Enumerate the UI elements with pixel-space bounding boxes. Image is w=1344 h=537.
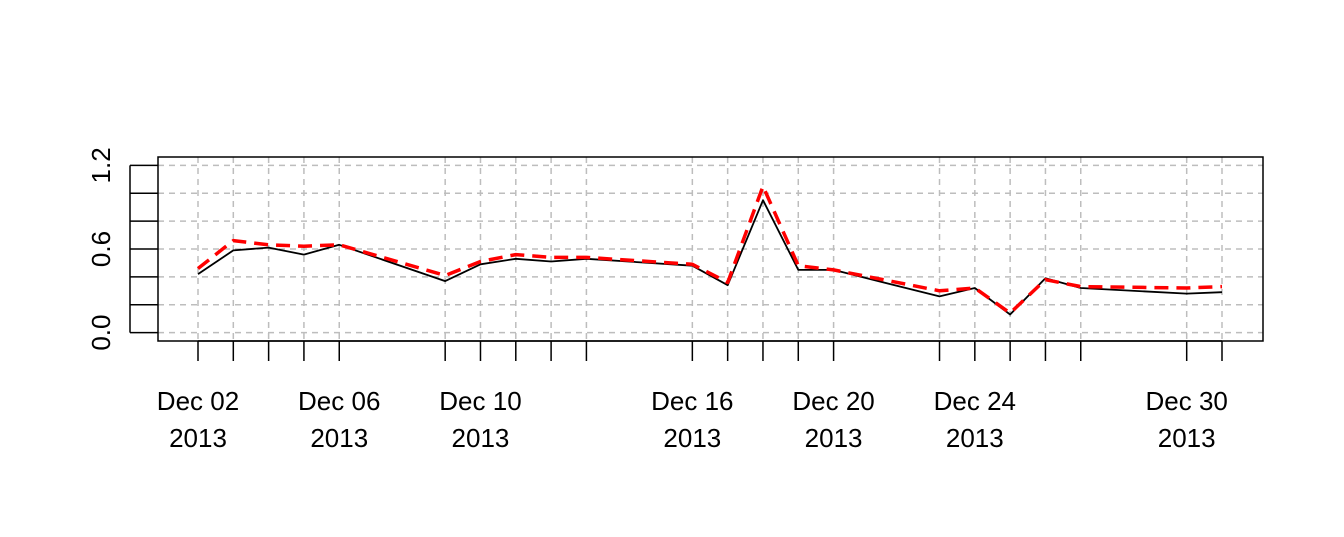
series-lines [196,184,1223,316]
x-tick-label-year: 2013 [1158,423,1216,453]
y-tick-label: 0.6 [86,231,116,267]
x-tick-label-date: Dec 16 [651,386,733,416]
x-tick-label-year: 2013 [805,423,863,453]
y-tick-label: 1.2 [86,147,116,183]
x-tick-label-year: 2013 [946,423,1004,453]
x-tick-label-date: Dec 20 [792,386,874,416]
x-tick-label-year: 2013 [169,423,227,453]
series-line-solid-black [197,199,1223,316]
x-tick-label-year: 2013 [452,423,510,453]
series-line-dashed-red [196,184,1223,315]
x-tick-label-date: Dec 06 [298,386,380,416]
x-tick-label-date: Dec 02 [157,386,239,416]
x-tick-label-date: Dec 24 [934,386,1016,416]
x-axis: Dec 02 2013 Dec 06 2013 Dec 10 2013 Dec 16 2013… [157,340,1228,453]
x-tick-label-date: Dec 30 [1145,386,1227,416]
y-axis: 0.0 0.6 1.2 [86,147,158,351]
y-tick-label: 0.0 [86,315,116,351]
grid-lines [158,157,1263,341]
x-tick-label-year: 2013 [663,423,721,453]
x-tick-label-date: Dec 10 [439,386,521,416]
x-tick-label-year: 2013 [310,423,368,453]
